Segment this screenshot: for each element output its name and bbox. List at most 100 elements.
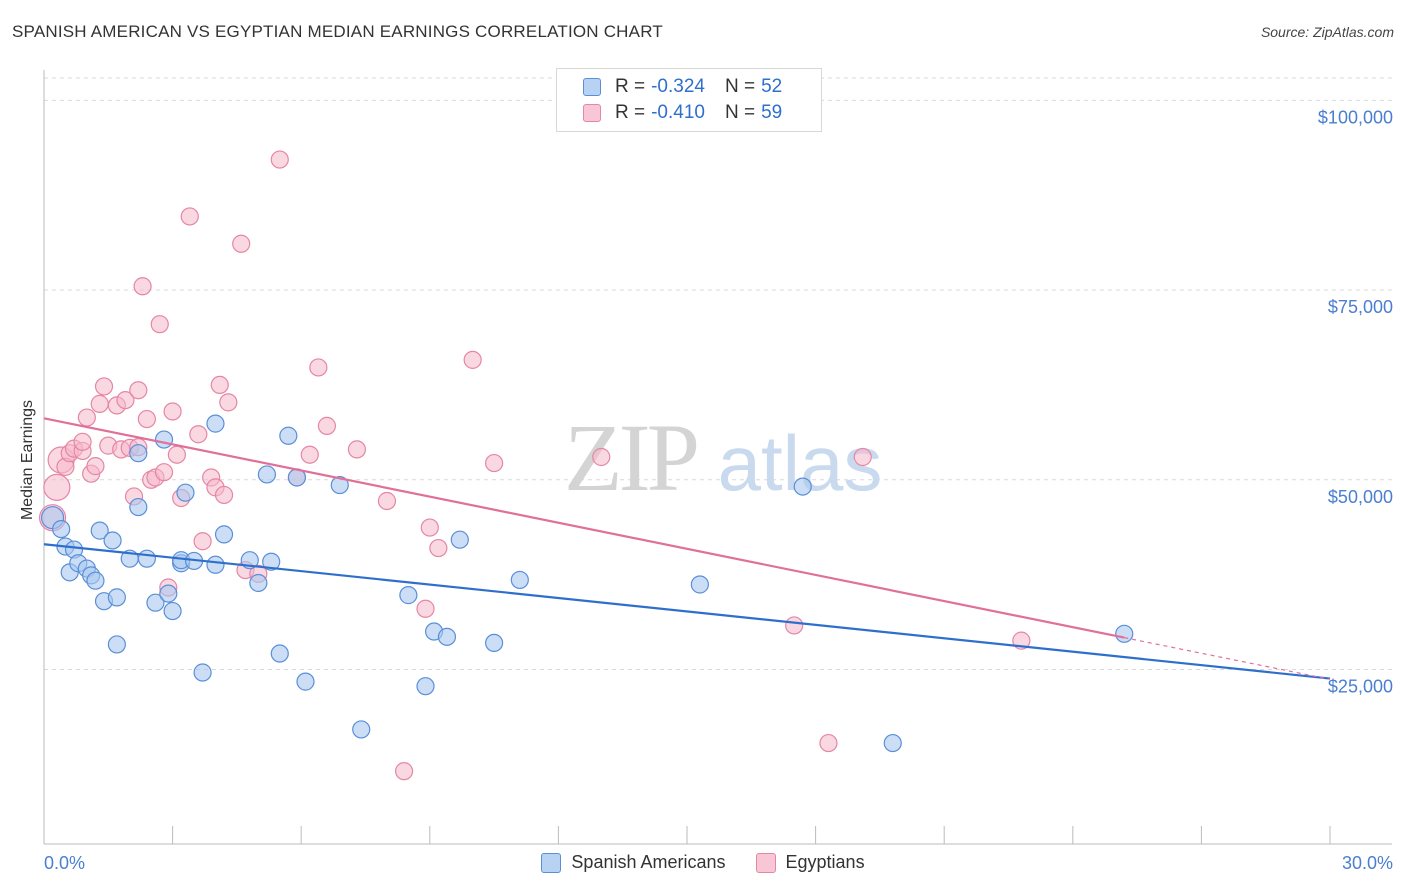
data-point-egyptians — [219, 393, 238, 412]
data-point-spanish-americans — [690, 575, 709, 594]
data-point-spanish-americans — [90, 521, 109, 540]
data-point-spanish-americans — [793, 477, 812, 496]
data-point-egyptians — [129, 381, 148, 400]
data-point-egyptians — [232, 234, 251, 253]
data-point-spanish-americans — [146, 593, 165, 612]
legend-r-value: -0.324 — [651, 76, 705, 97]
trend-line-egyptians — [43, 417, 1125, 639]
data-point-spanish-americans — [103, 531, 122, 550]
data-point-egyptians — [463, 350, 482, 369]
data-point-spanish-americans — [86, 571, 105, 590]
data-point-spanish-americans — [1115, 624, 1134, 643]
watermark: ZIP atlas — [564, 404, 882, 511]
y-tick-label: $100,000 — [1318, 107, 1393, 127]
data-point-egyptians — [90, 394, 109, 413]
data-point-egyptians — [317, 416, 337, 435]
axes — [43, 70, 1392, 845]
data-point-egyptians — [133, 277, 152, 296]
data-point-egyptians — [785, 616, 804, 635]
data-point-spanish-americans — [510, 570, 529, 590]
data-point-spanish-americans — [883, 733, 902, 753]
legend-n-value: 59 — [761, 102, 783, 123]
legend-n-label: N = — [724, 76, 756, 97]
legend-label: Egyptians — [785, 852, 865, 872]
data-point-spanish-americans — [450, 530, 469, 549]
data-point-egyptians — [270, 150, 289, 169]
data-point-spanish-americans — [485, 633, 504, 653]
series-legend: Spanish Americans Egyptians — [0, 852, 1406, 873]
data-point-spanish-americans — [154, 430, 174, 449]
chart-title: SPANISH AMERICAN VS EGYPTIAN MEDIAN EARN… — [12, 22, 663, 41]
data-point-spanish-americans — [257, 465, 277, 484]
data-point-egyptians — [180, 207, 199, 226]
source-label: Source: ZipAtlas.com — [1260, 24, 1394, 40]
legend-label: Spanish Americans — [571, 852, 726, 872]
data-point-spanish-americans — [129, 497, 148, 517]
legend-n-label: N = — [724, 102, 756, 123]
data-point-spanish-americans — [249, 573, 268, 593]
data-point-spanish-americans — [206, 414, 225, 433]
data-point-spanish-americans — [159, 584, 178, 603]
data-point-spanish-americans — [206, 555, 225, 574]
data-point-egyptians — [189, 425, 208, 444]
y-tick-label: $50,000 — [1328, 487, 1393, 507]
data-point-spanish-americans — [107, 635, 126, 654]
data-point-spanish-americans — [330, 475, 349, 495]
data-point-spanish-americans — [52, 519, 71, 539]
trend-line-spanish-americans — [43, 543, 1331, 680]
tick-labels: $25,000 $50,000 $75,000 $100,000 0.0% 30.0% — [44, 107, 1393, 873]
legend-swatch-blue — [541, 852, 562, 873]
x-tick-label-max: 30.0% — [1342, 853, 1393, 873]
data-point-spanish-americans — [296, 672, 315, 691]
data-point-egyptians — [819, 733, 838, 753]
gridlines — [44, 77, 1392, 670]
legend-row-spanish-americans: R = -0.324 N = 52 — [583, 75, 782, 99]
data-point-egyptians — [592, 447, 611, 467]
legend-item-egyptians[interactable]: Egyptians — [755, 852, 865, 873]
data-point-egyptians — [210, 375, 229, 395]
data-point-egyptians — [73, 432, 92, 451]
correlation-legend: R = -0.324 N = 52 R = -0.410 N = 59 — [556, 68, 822, 132]
data-point-egyptians — [77, 408, 96, 427]
legend-n-value: 52 — [761, 76, 783, 97]
y-tick-label: $75,000 — [1328, 297, 1393, 317]
data-point-egyptians — [154, 463, 174, 482]
data-point-spanish-americans — [214, 525, 234, 544]
legend-item-spanish-americans[interactable]: Spanish Americans — [541, 852, 726, 873]
data-point-egyptians — [167, 445, 186, 464]
data-point-egyptians — [214, 485, 234, 505]
data-point-spanish-americans — [416, 677, 435, 696]
legend-r-label: R = — [615, 102, 646, 123]
data-point-spanish-americans — [262, 552, 281, 571]
legend-row-egyptians: R = -0.410 N = 59 — [583, 101, 782, 125]
data-point-spanish-americans — [399, 586, 418, 605]
data-point-spanish-americans — [437, 627, 457, 646]
data-point-egyptians — [347, 440, 367, 459]
legend-r-label: R = — [615, 76, 646, 97]
data-point-egyptians — [416, 599, 435, 618]
data-point-egyptians — [429, 538, 448, 558]
data-point-spanish-americans — [193, 663, 212, 682]
data-point-egyptians — [86, 457, 105, 476]
data-point-spanish-americans — [137, 549, 156, 568]
data-point-egyptians — [116, 390, 135, 410]
data-point-spanish-americans — [352, 720, 371, 739]
data-point-spanish-americans — [176, 483, 195, 502]
spanish-americans-points — [40, 414, 1134, 753]
legend-r-value: -0.410 — [651, 102, 705, 123]
y-tick-label: $25,000 — [1328, 676, 1393, 696]
legend-swatch-blue — [583, 78, 601, 96]
data-point-egyptians — [193, 532, 212, 551]
data-point-egyptians — [150, 315, 169, 334]
data-point-egyptians — [137, 409, 156, 429]
data-point-spanish-americans — [279, 426, 298, 445]
data-point-spanish-americans — [129, 444, 148, 463]
trend-line-egyptians-extension — [1124, 637, 1331, 680]
data-point-egyptians — [394, 762, 414, 781]
watermark-zip: ZIP — [564, 404, 697, 511]
x-tick-label-min: 0.0% — [44, 853, 85, 873]
data-point-spanish-americans — [270, 644, 289, 663]
data-point-egyptians — [377, 491, 397, 511]
data-point-spanish-americans — [107, 588, 126, 607]
